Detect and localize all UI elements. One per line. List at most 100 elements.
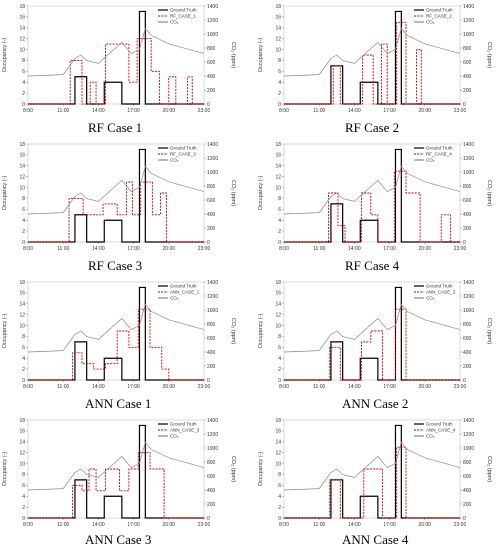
- y2-axis-label: CO₂ (ppm): [230, 318, 236, 344]
- legend-label: CO₂: [426, 434, 435, 439]
- caption-rf-case-2: RF Case 2: [345, 120, 400, 135]
- y2-tick-label: 1200: [207, 18, 218, 24]
- chart-panel-rf-case-3: 0 2 4 6 8 10 12 14 16 18 0 200 400 600 800 1000 1200 1400…: [0, 138, 240, 256]
- plot-area: [27, 143, 205, 243]
- y2-tick-label: 1400: [207, 4, 218, 10]
- y-tick-label: 8: [22, 472, 25, 478]
- chart-panel-rf-case-1: 0 2 4 6 8 10 12 14 16 18 0 200 400 600 800 1000 1200 1400…: [0, 0, 240, 118]
- series-line-rf-case-4: [284, 170, 460, 243]
- y-tick-label: 4: [278, 218, 281, 224]
- x-tick-label: 14:00: [348, 522, 361, 528]
- legend-label: Ground Truth: [170, 284, 197, 289]
- legend-label: RF_CASE_2: [426, 14, 452, 19]
- series-line-ann-case-2: [284, 308, 460, 381]
- y-tick-label: 12: [275, 450, 281, 456]
- y-tick-label: 0: [278, 102, 281, 108]
- y2-tick-label: 1000: [207, 170, 218, 176]
- chart-panel-rf-case-4: 0 2 4 6 8 10 12 14 16 18 0 200 400 600 800 1000 1200 1400…: [256, 138, 496, 256]
- series-line-co: [283, 441, 461, 491]
- y-tick-label: 18: [19, 418, 25, 424]
- x-tick-label: 8:00: [23, 246, 33, 252]
- legend-label: CO₂: [170, 20, 179, 25]
- y2-tick-label: 0: [463, 240, 466, 246]
- x-tick-label: 11:00: [57, 384, 69, 390]
- y-tick-label: 0: [278, 516, 281, 522]
- series-line-co: [283, 27, 461, 77]
- y-tick-label: 18: [19, 4, 25, 10]
- y-tick-label: 4: [278, 356, 281, 362]
- x-tick-label: 8:00: [279, 246, 289, 252]
- y-tick-label: 14: [19, 164, 25, 170]
- y-tick-label: 10: [275, 185, 281, 191]
- y2-tick-label: 1000: [463, 308, 474, 314]
- legend-label: CO₂: [170, 158, 179, 163]
- y-axis-label: Occupancy (-): [2, 314, 8, 349]
- y-tick-label: 12: [19, 312, 25, 318]
- y-axis-label: Occupancy (-): [2, 38, 8, 73]
- y-tick-label: 10: [19, 323, 25, 329]
- y-tick-label: 4: [278, 494, 281, 500]
- legend-label: CO₂: [426, 296, 435, 301]
- y2-axis-label: CO₂ (ppm): [486, 42, 492, 68]
- x-tick-label: 11:00: [313, 384, 325, 390]
- legend-label: RF_CASE_4: [426, 152, 452, 157]
- y2-tick-label: 400: [463, 488, 472, 494]
- y-tick-label: 16: [19, 291, 25, 297]
- y2-tick-label: 800: [207, 184, 216, 190]
- y2-tick-label: 0: [463, 378, 466, 384]
- caption-ann-case-4: ANN Case 4: [342, 532, 409, 547]
- y-tick-label: 16: [275, 429, 281, 435]
- x-tick-label: 17:00: [383, 246, 396, 252]
- x-tick-label: 17:00: [383, 384, 396, 390]
- caption-ann-case-3: ANN Case 3: [85, 532, 152, 547]
- x-tick-label: 20:00: [419, 522, 432, 528]
- x-tick-label: 23:00: [198, 246, 211, 252]
- series-line-co: [27, 441, 205, 491]
- y2-tick-label: 400: [207, 350, 216, 356]
- legend-label: Ground Truth: [426, 284, 453, 289]
- y2-axis-label: CO₂ (ppm): [230, 42, 236, 68]
- chart-svg: 0 2 4 6 8 10 12 14 16 18 0 200 400 600 800 1000 1200 1400…: [2, 4, 236, 114]
- x-tick-label: 8:00: [279, 108, 289, 114]
- y-axis-label: Occupancy (-): [2, 452, 8, 487]
- y-tick-label: 4: [22, 494, 25, 500]
- y-tick-label: 2: [278, 505, 281, 511]
- chart-svg: 0 2 4 6 8 10 12 14 16 18 0 200 400 600 800 1000 1200 1400…: [258, 280, 492, 390]
- y2-tick-label: 600: [463, 336, 472, 342]
- x-tick-label: 23:00: [454, 246, 467, 252]
- y2-tick-label: 1400: [463, 142, 474, 148]
- y-tick-label: 18: [275, 4, 281, 10]
- y2-tick-label: 0: [207, 516, 210, 522]
- y2-tick-label: 1200: [207, 294, 218, 300]
- y2-tick-label: 1200: [463, 18, 474, 24]
- caption-ann-case-1: ANN Case 1: [85, 396, 152, 411]
- caption-rf-case-4: RF Case 4: [345, 258, 400, 273]
- x-tick-label: 20:00: [163, 522, 176, 528]
- chart-panel-ann-case-2: 0 2 4 6 8 10 12 14 16 18 0 200 400 600 800 1000 1200 1400…: [256, 276, 496, 394]
- x-tick-label: 11:00: [313, 522, 325, 528]
- y-tick-label: 4: [22, 356, 25, 362]
- y2-tick-label: 1400: [207, 280, 218, 286]
- y-tick-label: 0: [22, 240, 25, 246]
- y2-tick-label: 1000: [463, 170, 474, 176]
- legend-label: ANN_CASE_4: [426, 428, 456, 433]
- y2-axis-label: CO₂ (ppm): [486, 318, 492, 344]
- series-line-co: [283, 165, 461, 215]
- y2-tick-label: 1200: [463, 432, 474, 438]
- y2-tick-label: 1200: [207, 156, 218, 162]
- y2-tick-label: 400: [463, 74, 472, 80]
- x-tick-label: 14:00: [92, 522, 105, 528]
- y2-axis-label: CO₂ (ppm): [230, 180, 236, 206]
- y-tick-label: 14: [275, 302, 281, 308]
- x-tick-label: 20:00: [419, 108, 432, 114]
- x-tick-label: 23:00: [198, 384, 211, 390]
- y-tick-label: 10: [19, 461, 25, 467]
- y2-tick-label: 1000: [463, 446, 474, 452]
- y2-tick-label: 200: [207, 226, 216, 232]
- x-tick-label: 8:00: [279, 384, 289, 390]
- x-tick-label: 17:00: [383, 108, 396, 114]
- y-tick-label: 6: [278, 207, 281, 213]
- y2-tick-label: 1400: [463, 4, 474, 10]
- caption-rf-case-1: RF Case 1: [88, 120, 143, 135]
- x-tick-label: 23:00: [198, 108, 211, 114]
